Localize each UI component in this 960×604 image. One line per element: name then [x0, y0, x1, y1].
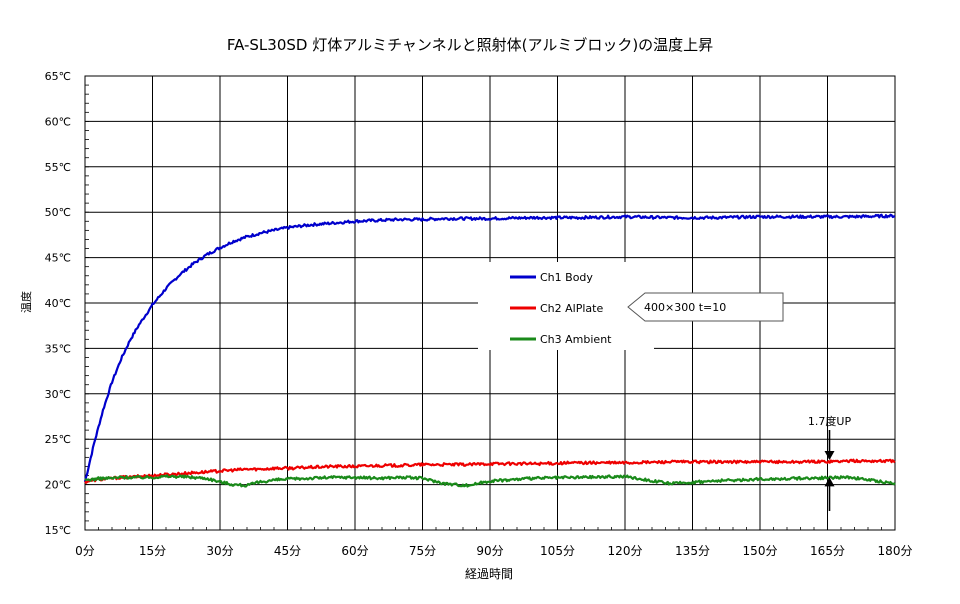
legend-box: [478, 262, 654, 350]
up-arrow-head: [824, 477, 835, 487]
series-line: [84, 458, 896, 484]
y-tick-label: 20℃: [45, 479, 71, 492]
x-tick-label: 0分: [75, 544, 95, 558]
callout-box: [627, 292, 784, 322]
y-tick-label: 65℃: [45, 70, 71, 83]
x-tick-label: 45分: [274, 544, 301, 558]
series-line: [83, 213, 896, 483]
rise-annotation: 1.7度UP: [808, 414, 852, 511]
minor-ticks: [84, 75, 896, 531]
x-tick-label: 30分: [206, 544, 233, 558]
callout-text: 400×300 t=10: [644, 301, 726, 314]
x-tick-label: 60分: [341, 544, 368, 558]
y-tick-label: 40℃: [45, 297, 71, 310]
x-tick-label: 15分: [139, 544, 166, 558]
legend-label: Ch1 Body: [540, 271, 593, 284]
axis-tick-labels: 0分 15分 30分 45分 60分 75分 90分 105分 120分 135分 150分 165分…: [45, 70, 913, 558]
series-layer: [83, 213, 896, 488]
x-tick-label: 150分: [743, 544, 778, 558]
y-axis-label: 温度: [19, 291, 33, 313]
x-tick-label: 180分: [878, 544, 913, 558]
y-tick-label: 60℃: [45, 115, 71, 128]
y-tick-label: 15℃: [45, 524, 71, 537]
callout-annotation: 400×300 t=10: [627, 292, 784, 322]
series-line: [84, 474, 896, 488]
legend-label: Ch3 Ambient: [540, 333, 612, 346]
x-tick-label: 165分: [810, 544, 845, 558]
y-tick-label: 50℃: [45, 206, 71, 219]
y-tick-label: 35℃: [45, 342, 71, 355]
x-axis-label: 経過時間: [465, 567, 513, 581]
x-tick-label: 90分: [476, 544, 503, 558]
y-tick-label: 45℃: [45, 252, 71, 265]
legend-label: Ch2 AlPlate: [540, 302, 603, 315]
x-tick-label: 105分: [540, 544, 575, 558]
y-tick-label: 30℃: [45, 388, 71, 401]
y-tick-label: 55℃: [45, 161, 71, 174]
x-tick-label: 75分: [409, 544, 436, 558]
rise-label: 1.7度UP: [808, 414, 852, 428]
y-tick-label: 25℃: [45, 433, 71, 446]
down-arrow-head: [824, 450, 835, 460]
chart-title: FA-SL30SD 灯体アルミチャンネルと照射体(アルミブロック)の温度上昇: [227, 36, 713, 54]
x-tick-label: 120分: [608, 544, 643, 558]
x-tick-label: 135分: [675, 544, 710, 558]
legend: Ch1 Body Ch2 AlPlate Ch3 Ambient: [478, 262, 654, 350]
